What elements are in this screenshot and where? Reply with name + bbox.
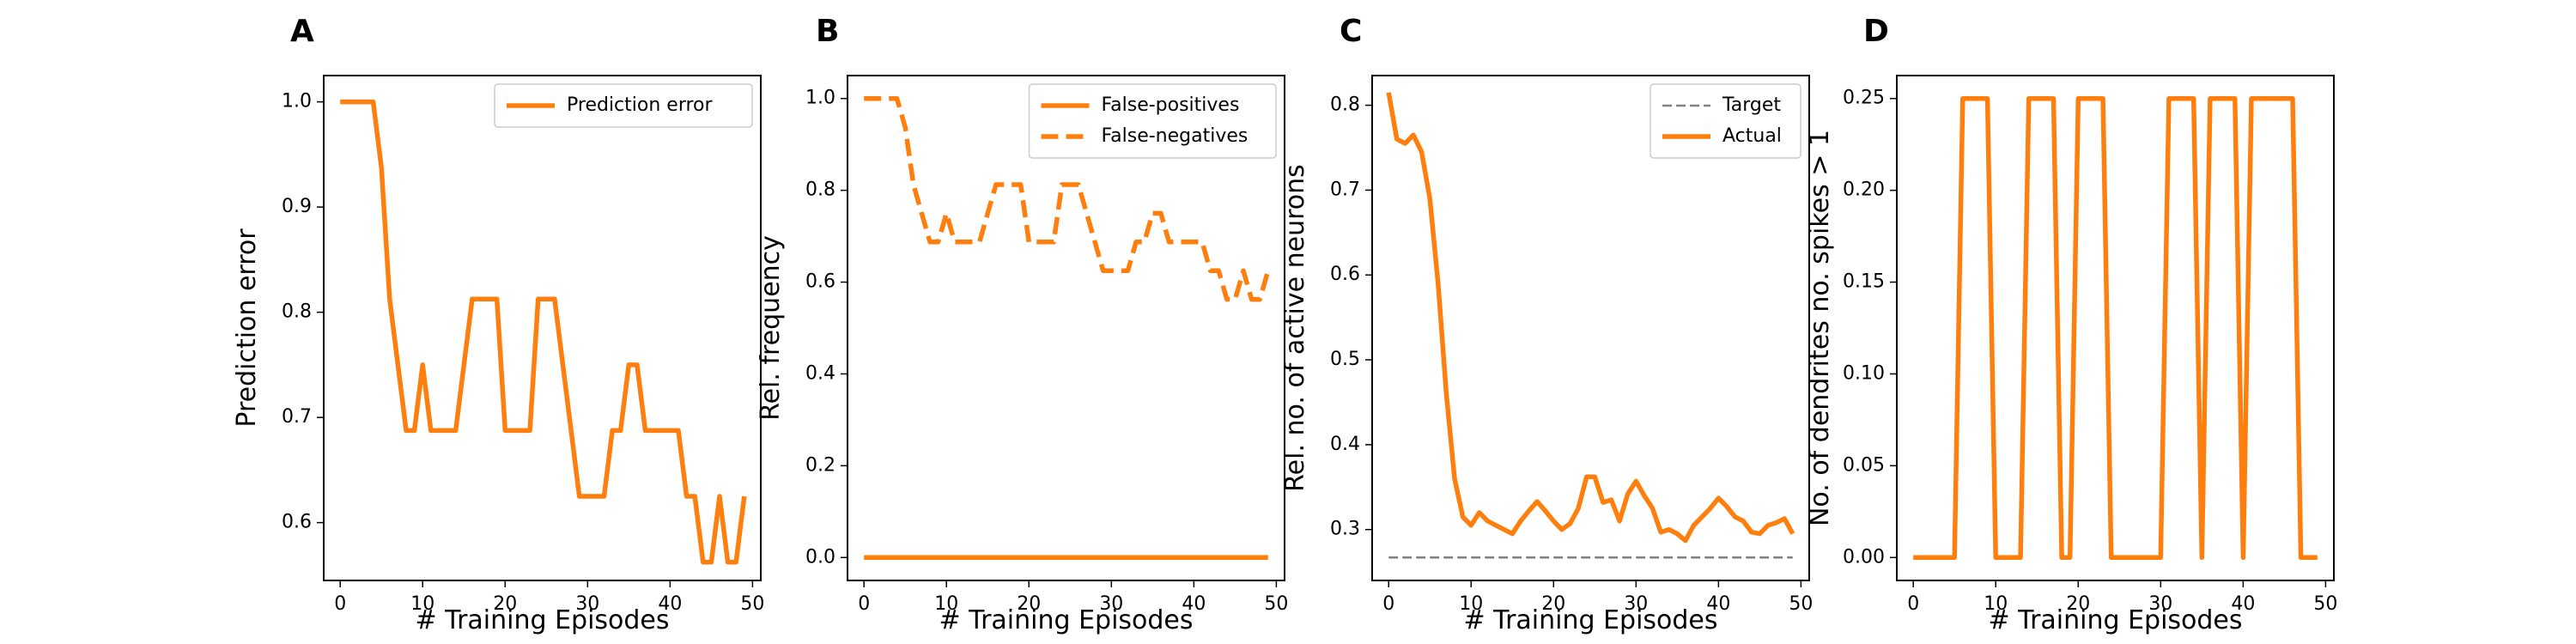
- x-axis-label: # Training Episodes: [939, 605, 1193, 635]
- panel-b: B 0 10 20 30 40 50 0.0 0.2 0.4 0.6 0.8 1.0 # Training…: [756, 14, 1288, 635]
- x-tick-label: 50: [1264, 593, 1288, 615]
- y-tick-label: 0.6: [1330, 264, 1360, 285]
- y-tick-label: 0.2: [805, 454, 835, 476]
- y-axis-label: Prediction error: [232, 228, 262, 428]
- y-tick-label: 0.7: [282, 406, 312, 428]
- x-tick-label: 20: [1541, 593, 1565, 615]
- y-tick-label: 0.4: [1330, 434, 1360, 455]
- legend-box: [494, 83, 753, 128]
- y-tick-label: 1.0: [282, 91, 312, 112]
- legend-label: Target: [1722, 94, 1781, 116]
- panel-letter: A: [290, 14, 314, 49]
- x-tick-label: 0: [1907, 593, 1919, 615]
- y-tick-label: 0.5: [1330, 349, 1360, 370]
- x-tick-label: 50: [740, 593, 764, 615]
- y-tick-label: 0.20: [1843, 179, 1885, 201]
- y-tick-label: 0.10: [1843, 362, 1885, 384]
- x-axis-label: # Training Episodes: [1988, 605, 2242, 635]
- x-tick-label: 40: [1182, 593, 1206, 615]
- x-tick-label: 50: [2313, 593, 2337, 615]
- x-axis-label: # Training Episodes: [415, 605, 669, 635]
- y-tick-label: 0.8: [1330, 94, 1360, 116]
- legend-box: [1649, 83, 1801, 159]
- plot-frame: [1371, 75, 1810, 581]
- y-axis-label: Rel. no. of active neurons: [1280, 164, 1310, 492]
- series-line-actual: [1386, 92, 1795, 544]
- panel-c: C 0 10 20 30 40 50 0.3 0.4 0.5 0.6 0.7 0.8 # Training…: [1280, 14, 1813, 635]
- y-tick-label: 0.8: [805, 179, 835, 201]
- y-tick-label: 0.0: [805, 546, 835, 568]
- series-line-data: [1913, 95, 2318, 561]
- x-tick-label: 0: [1382, 593, 1394, 615]
- x-tick-label: 20: [493, 593, 517, 615]
- y-tick-label: 0.7: [1330, 179, 1360, 200]
- x-tick-label: 0: [858, 593, 870, 615]
- y-tick-label: 0.00: [1843, 546, 1885, 568]
- x-tick-label: 30: [2148, 593, 2172, 615]
- y-tick-label: 0.3: [1330, 519, 1360, 540]
- y-axis-label: Rel. frequency: [756, 235, 786, 421]
- legend-label: Actual: [1722, 125, 1782, 147]
- x-tick-label: 50: [1789, 593, 1813, 615]
- legend: False-positives False-negatives: [1028, 83, 1277, 159]
- x-tick-label: 20: [1017, 593, 1041, 615]
- y-tick-label: 0.15: [1843, 271, 1885, 293]
- panel-letter: C: [1340, 14, 1362, 49]
- x-tick-label: 30: [1624, 593, 1648, 615]
- y-tick-label: 1.0: [805, 88, 835, 109]
- x-tick-label: 0: [334, 593, 346, 615]
- plot-frame: [847, 75, 1285, 581]
- legend-label: Prediction error: [567, 94, 713, 116]
- panel-letter: D: [1863, 14, 1889, 49]
- legend-box: [1028, 83, 1277, 159]
- panel-a: A 0 10 20 30 40 50 0.6 0.7 0.8 0.9 1.0 # Training Ep…: [232, 14, 764, 635]
- y-axis-label: No. of dendrites no. spikes > 1: [1805, 130, 1835, 526]
- x-tick-label: 30: [575, 593, 599, 615]
- x-tick-label: 10: [1984, 593, 2008, 615]
- legend-label: False-positives: [1102, 94, 1240, 116]
- y-tick-label: 0.6: [282, 512, 312, 533]
- plot-frame: [1896, 75, 2335, 581]
- legend: Prediction error: [494, 83, 753, 128]
- x-tick-label: 10: [1459, 593, 1483, 615]
- panel-d: D 0 10 20 30 40 50 0.00 0.05 0.10 0.15 0.20 0.25 # Tr…: [1805, 14, 2337, 635]
- y-tick-label: 0.4: [805, 362, 835, 384]
- x-axis-label: # Training Episodes: [1463, 605, 1717, 635]
- y-tick-label: 0.9: [282, 196, 312, 217]
- y-tick-label: 0.8: [282, 301, 312, 323]
- legend: Target Actual: [1649, 83, 1801, 159]
- x-tick-label: 10: [934, 593, 958, 615]
- x-tick-label: 20: [2066, 593, 2090, 615]
- y-tick-label: 0.05: [1843, 454, 1885, 476]
- x-tick-label: 10: [410, 593, 434, 615]
- x-tick-label: 40: [658, 593, 682, 615]
- series-line-false-negatives: [864, 95, 1271, 302]
- x-tick-label: 30: [1099, 593, 1123, 615]
- y-tick-label: 0.25: [1843, 88, 1885, 109]
- y-tick-label: 0.6: [805, 271, 835, 293]
- x-tick-label: 40: [1706, 593, 1730, 615]
- panel-letter: B: [816, 14, 839, 49]
- series-line-prediction-error: [340, 99, 747, 565]
- x-tick-label: 40: [2231, 593, 2255, 615]
- plot-frame: [323, 75, 762, 581]
- legend-label: False-negatives: [1102, 125, 1249, 147]
